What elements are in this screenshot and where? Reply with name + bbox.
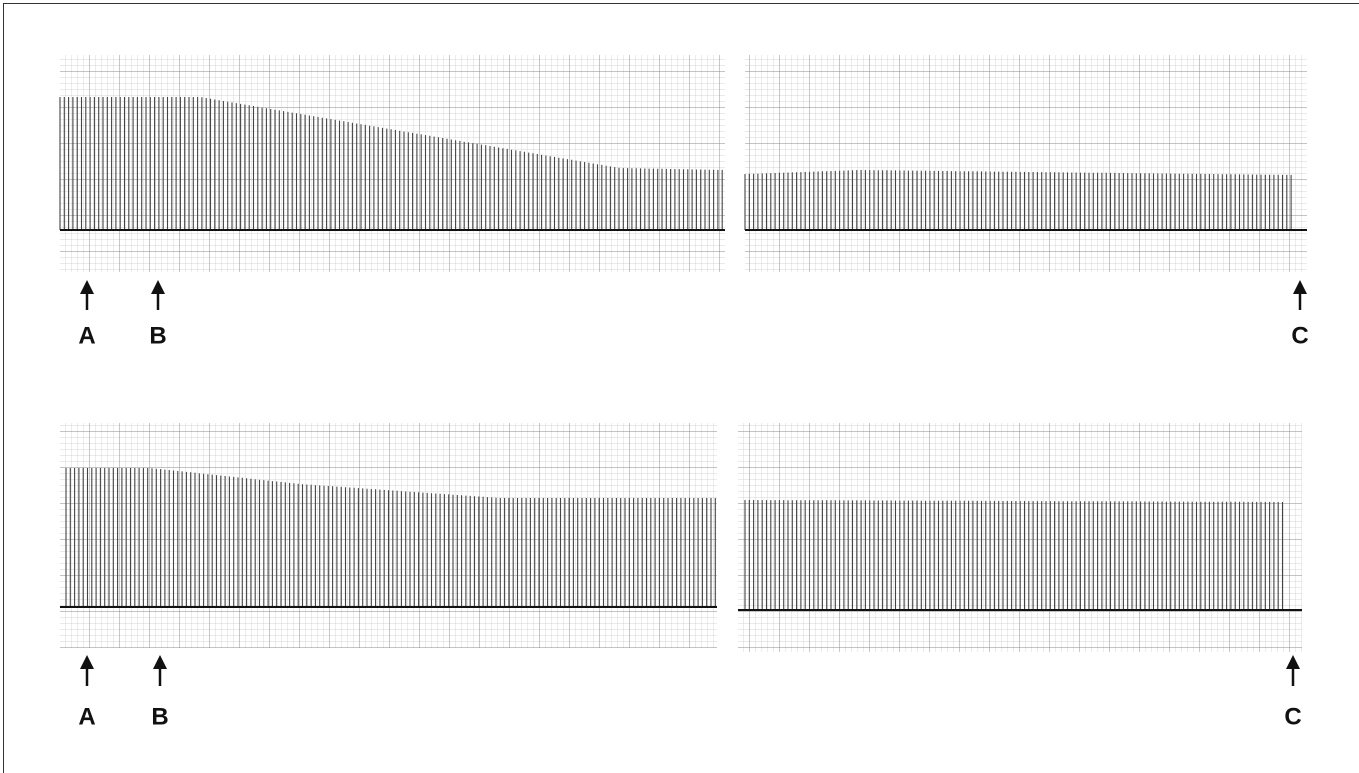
- marker-label: C: [1284, 703, 1301, 730]
- arrow-head: [80, 655, 94, 669]
- recording-panel: [738, 423, 1302, 652]
- marker: A: [78, 655, 95, 730]
- marker: B: [151, 655, 168, 730]
- figure: A B C A B C: [0, 0, 1359, 773]
- arrow-head: [1286, 655, 1300, 669]
- arrow-head: [151, 280, 165, 294]
- arrow-head: [1293, 280, 1307, 294]
- marker-label: A: [78, 322, 95, 349]
- arrow-head: [80, 280, 94, 294]
- marker: C: [1284, 655, 1301, 730]
- marker-label: C: [1291, 322, 1308, 349]
- recording-panel: [745, 55, 1307, 272]
- arrow-head: [153, 655, 167, 669]
- marker-label: A: [78, 703, 95, 730]
- marker: A: [78, 280, 95, 349]
- marker-label: B: [149, 322, 166, 349]
- marker-label: B: [151, 703, 168, 730]
- grid-paper-major: [745, 55, 1307, 272]
- marker: C: [1291, 280, 1308, 349]
- panels: [60, 55, 1307, 652]
- recording-panel: [60, 423, 717, 648]
- grid-paper-major: [60, 55, 725, 272]
- recording-panel: [60, 55, 725, 272]
- marker: B: [149, 280, 166, 349]
- page: {"figure": {"rows": [ {"markers": ["A", …: [0, 0, 1359, 773]
